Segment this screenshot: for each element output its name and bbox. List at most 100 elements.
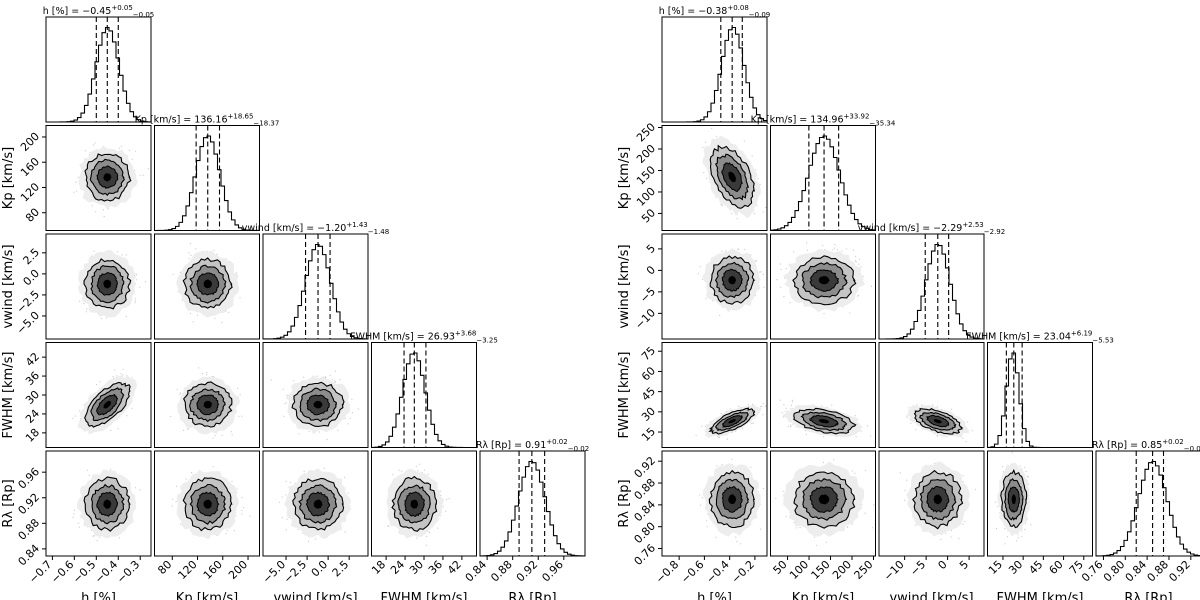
y-tick-label-kp: 200	[18, 130, 42, 154]
sample-point	[206, 372, 208, 374]
sample-point	[139, 286, 141, 288]
sample-point	[179, 271, 181, 273]
sample-point	[172, 273, 174, 275]
y-tick-label-rl: 0.88	[16, 516, 43, 543]
histogram-h: h [%] = −0.45+0.05−0.05	[43, 4, 154, 123]
panel-vwind-vs-fwhm	[262, 342, 369, 448]
sample-point	[334, 370, 336, 372]
sample-point	[239, 394, 241, 396]
sample-point	[83, 303, 85, 305]
sample-point	[134, 302, 136, 304]
y-axis-label-fwhm: FWHM [km/s]	[1, 352, 16, 439]
sample-point	[107, 208, 109, 210]
sample-point	[357, 408, 359, 410]
sample-point	[188, 258, 190, 260]
sample-point	[241, 509, 243, 511]
sample-point	[221, 322, 223, 324]
sample-point	[99, 381, 101, 383]
sample-point	[249, 515, 251, 517]
sample-point	[73, 509, 75, 511]
sample-point	[134, 300, 136, 302]
sample-point	[135, 279, 137, 281]
y-axis-label-kp: Kp [km/s]	[1, 147, 16, 209]
sample-point	[198, 367, 200, 369]
sample-point	[221, 434, 223, 436]
sample-point	[293, 380, 295, 382]
sample-point	[228, 311, 230, 313]
sample-point	[318, 431, 320, 433]
x-tick-label-h: −0.4	[92, 558, 120, 586]
histogram-fwhm: FWHM [km/s] = 26.93+3.68−3.25	[350, 330, 498, 449]
sample-point	[96, 384, 98, 386]
sample-point	[98, 536, 101, 538]
y-tick-label-fwhm: 42	[23, 350, 42, 369]
sample-point	[75, 181, 77, 183]
sample-point	[103, 216, 105, 218]
sample-point	[110, 429, 112, 431]
sample-point	[116, 251, 119, 253]
sample-point	[351, 412, 353, 414]
y-tick-label-fwhm: 18	[23, 426, 42, 445]
x-tick-label-h: −0.3	[114, 558, 142, 586]
sample-point	[77, 522, 79, 524]
contour-level-5	[103, 173, 112, 182]
sample-point	[125, 254, 127, 256]
sample-point	[351, 398, 353, 400]
sample-point	[121, 254, 123, 256]
sample-point	[147, 168, 149, 170]
sample-point	[236, 488, 238, 490]
sample-point	[325, 376, 327, 378]
sample-point	[77, 176, 79, 178]
sample-point	[303, 376, 305, 378]
sample-point	[335, 380, 337, 382]
sample-point	[239, 297, 241, 299]
sample-point	[72, 417, 74, 419]
sample-point	[139, 489, 141, 491]
y-axis-label-rl: Rλ [Rp]	[1, 479, 16, 527]
sample-point	[109, 469, 112, 471]
sample-point	[212, 437, 214, 439]
y-tick-label-vwind: 0.0	[21, 267, 43, 289]
histogram-kp: Kp [km/s] = 136.16+18.65−18.37	[135, 113, 279, 232]
panel-h-vs-rl: −0.7−0.6−0.5−0.4−0.3h [%]0.840.880.920.9…	[1, 450, 152, 600]
sample-point	[228, 261, 230, 263]
sample-point	[231, 480, 233, 483]
y-tick-label-kp: 80	[23, 206, 42, 225]
x-tick-label-h: −0.6	[48, 558, 76, 586]
panel-frame	[45, 125, 152, 231]
sample-point	[285, 402, 287, 404]
sample-point	[134, 487, 137, 489]
sample-point	[122, 368, 124, 370]
sample-point	[235, 272, 237, 274]
y-tick-label-rl: 0.96	[16, 465, 43, 492]
sample-point	[120, 373, 122, 375]
sample-point	[192, 321, 194, 323]
sample-point	[202, 373, 204, 375]
y-tick-label-fwhm: 36	[23, 369, 42, 388]
sample-point	[88, 474, 90, 476]
sample-point	[270, 379, 272, 381]
sample-point	[349, 417, 351, 419]
sample-point	[241, 497, 243, 499]
sample-point	[213, 249, 215, 251]
sample-point	[283, 415, 285, 417]
histogram-h-line	[46, 26, 152, 123]
y-tick-label-fwhm: 30	[23, 388, 42, 407]
sample-point	[92, 144, 94, 146]
sample-point	[95, 211, 97, 213]
sample-point	[237, 387, 239, 389]
sample-point	[298, 433, 300, 435]
sample-point	[176, 388, 178, 390]
sample-point	[214, 435, 216, 437]
sample-point	[125, 316, 127, 318]
sample-point	[131, 377, 133, 379]
panel-frame	[371, 342, 477, 448]
panel-kp-vs-vwind	[154, 233, 260, 340]
sample-point	[179, 392, 181, 394]
sample-point	[333, 379, 335, 381]
sample-point	[206, 374, 208, 376]
y-axis-label-vwind: vwind [km/s]	[1, 244, 16, 328]
sample-point	[142, 174, 144, 176]
sample-point	[187, 428, 189, 430]
